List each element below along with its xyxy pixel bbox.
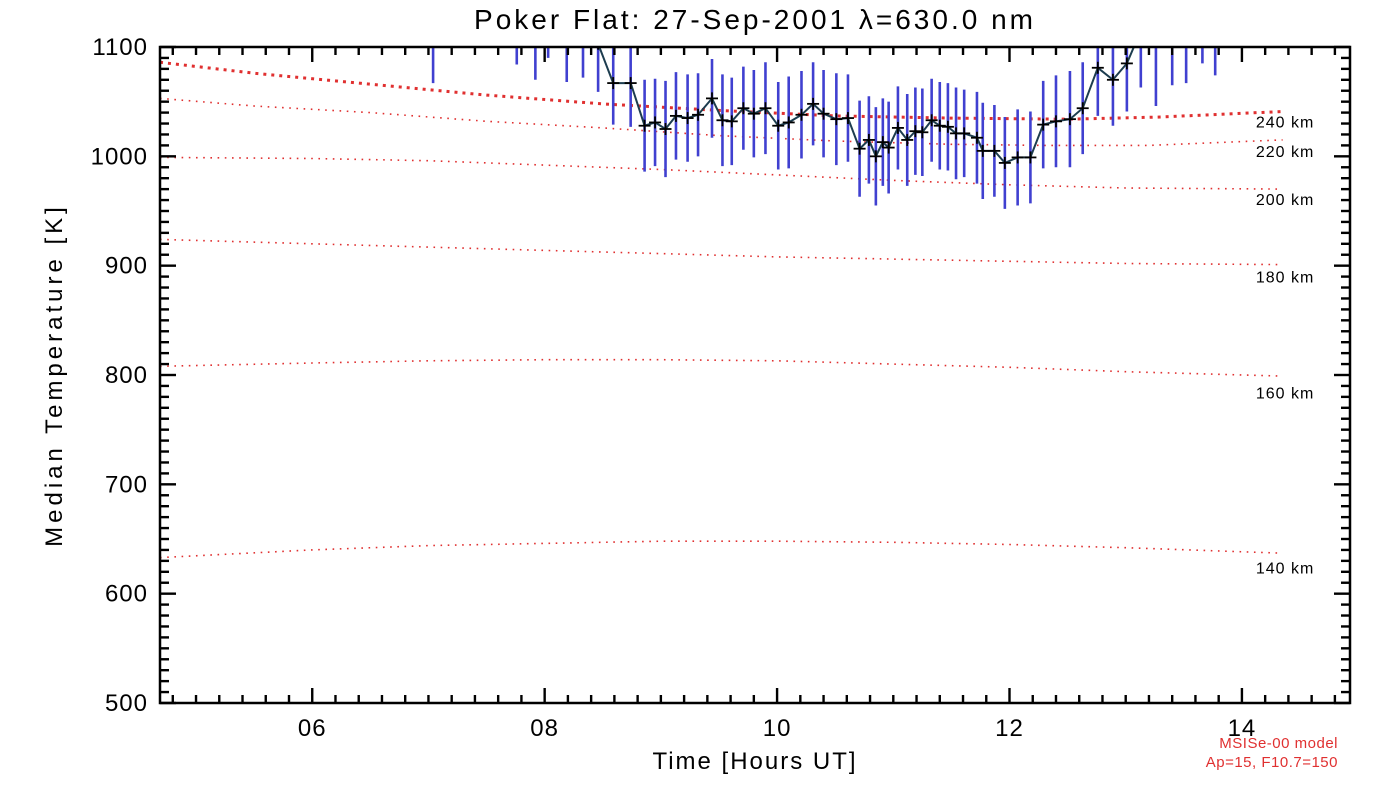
y-tick-label: 900 — [105, 253, 148, 280]
model-curve-180km — [160, 238, 1283, 266]
y-tick-label: 600 — [105, 581, 148, 608]
y-tick-label: 800 — [105, 362, 148, 389]
x-tick-label: 10 — [763, 715, 792, 742]
model-curve-label-240km: 240 km — [1256, 114, 1314, 131]
model-curve-label-140km: 140 km — [1256, 561, 1314, 578]
model-curve-label-160km: 160 km — [1256, 386, 1314, 403]
model-curve-label-200km: 200 km — [1256, 192, 1314, 209]
model-annotation-line1: MSISe-00 model — [1219, 735, 1338, 752]
model-annotation-line2: Ap=15, F10.7=150 — [1205, 754, 1338, 771]
axis-ticks — [160, 45, 1350, 705]
data-series-median-temperature — [431, 47, 1217, 209]
x-axis-label: Time [Hours UT] — [652, 748, 858, 775]
y-tick-label: 1000 — [91, 143, 148, 170]
x-tick-label: 08 — [530, 715, 559, 742]
model-curve-160km — [160, 358, 1283, 377]
model-curves — [160, 60, 1283, 559]
model-curve-240km — [160, 60, 1283, 121]
model-curve-140km — [160, 540, 1283, 559]
x-tick-label: 06 — [298, 715, 327, 742]
x-tick-label: 14 — [1228, 715, 1257, 742]
model-curve-200km — [160, 156, 1283, 190]
model-curve-label-180km: 180 km — [1256, 270, 1314, 287]
y-tick-label: 700 — [105, 471, 148, 498]
chart-title: Poker Flat: 27-Sep-2001 λ=630.0 nm — [474, 4, 1036, 35]
x-tick-label: 12 — [995, 715, 1024, 742]
model-annotation: MSISe-00 model Ap=15, F10.7=150 — [1206, 734, 1338, 772]
y-tick-label: 1100 — [92, 34, 148, 61]
model-curve-label-220km: 220 km — [1256, 144, 1314, 161]
y-tick-label: 500 — [105, 690, 148, 717]
